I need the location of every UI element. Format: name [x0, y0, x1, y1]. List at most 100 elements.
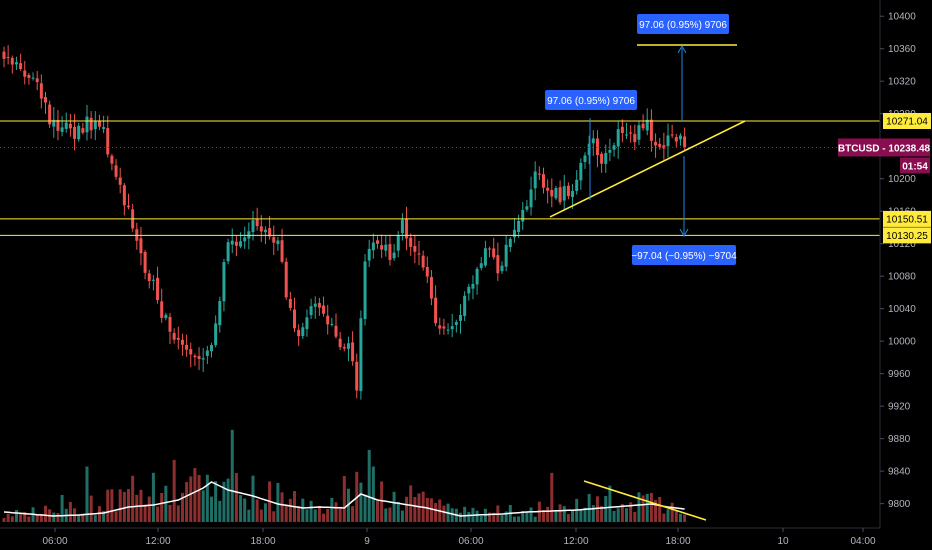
candle-body	[450, 326, 454, 330]
volume-bar	[616, 508, 620, 522]
candle-body	[683, 136, 687, 148]
measure-label-text: 97.06 (0.95%) 9706	[547, 96, 635, 107]
volume-bar	[604, 495, 608, 522]
candle-body	[313, 303, 317, 307]
candle-body	[64, 122, 68, 129]
level-price-tag-text: 10130.25	[886, 231, 928, 242]
candle-body	[301, 327, 305, 337]
volume-bar	[666, 509, 670, 522]
volume-bar	[226, 478, 230, 522]
candle-body	[102, 127, 106, 129]
candle-body	[6, 57, 10, 59]
candle-body	[645, 119, 649, 131]
volume-bar	[255, 499, 259, 522]
volume-bar	[301, 498, 305, 522]
candle-body	[641, 123, 645, 129]
candle-body	[122, 185, 126, 206]
level-price-tag-text: 10150.51	[886, 214, 928, 225]
candle-body	[197, 356, 201, 359]
volume-bar	[678, 513, 682, 522]
volume-bar	[413, 497, 417, 522]
candle-body	[608, 149, 612, 153]
candle-body	[591, 138, 595, 144]
volume-bar	[409, 485, 413, 522]
volume-bar	[176, 505, 180, 522]
candle-body	[488, 248, 492, 250]
candle-body	[537, 173, 541, 175]
volume-bar	[334, 502, 338, 522]
candle-body	[670, 134, 674, 136]
volume-bar	[193, 468, 197, 522]
candle-body	[247, 231, 251, 239]
candle-body	[666, 135, 670, 147]
volume-bar	[338, 506, 342, 522]
candle-body	[475, 268, 479, 285]
volume-bar	[322, 513, 326, 522]
volume-bar	[645, 494, 649, 522]
candle-body	[662, 145, 666, 149]
candle-body	[583, 155, 587, 163]
candle-body	[185, 344, 189, 350]
candle-body	[293, 309, 296, 329]
volume-bar	[68, 501, 72, 522]
volume-bar	[19, 513, 23, 522]
candle-body	[77, 125, 81, 140]
volume-bar	[297, 506, 301, 522]
candle-body	[27, 74, 31, 78]
candle-body	[97, 121, 101, 127]
candle-body	[400, 219, 404, 234]
volume-bar	[571, 509, 575, 522]
price-tick-label: 10080	[888, 272, 916, 283]
candle-body	[554, 187, 558, 199]
price-tick-label: 10360	[888, 44, 916, 55]
volume-bar	[168, 504, 172, 522]
candle-body	[346, 343, 350, 349]
volume-bar	[376, 500, 379, 522]
candle-body	[284, 261, 288, 298]
volume-bar	[23, 511, 27, 522]
volume-bar	[488, 512, 492, 522]
volume-bar	[550, 472, 554, 522]
candle-body	[512, 229, 516, 238]
candle-body	[459, 314, 462, 321]
volume-bars	[2, 429, 687, 522]
candle-body	[243, 237, 247, 242]
candle-body	[550, 189, 554, 197]
candle-body	[2, 51, 6, 59]
candle-body	[156, 277, 160, 301]
ascending-trendline	[549, 120, 746, 218]
volume-bar	[330, 497, 334, 522]
volume-bar	[459, 512, 462, 522]
candle-body	[425, 266, 429, 277]
candle-body	[625, 134, 628, 136]
candle-body	[434, 297, 438, 324]
candle-body	[176, 337, 180, 340]
volume-bar	[500, 515, 504, 522]
volume-bar	[434, 502, 438, 522]
candle-body	[674, 137, 678, 142]
candle-body	[342, 346, 346, 349]
volume-bar	[405, 496, 409, 522]
volume-bar	[450, 508, 454, 522]
volume-bar	[351, 506, 355, 522]
candle-body	[305, 317, 309, 330]
candle-body	[575, 179, 579, 191]
volume-bar	[89, 495, 93, 522]
price-tick-label: 10120	[888, 239, 916, 250]
candle-body	[326, 315, 330, 325]
candle-body	[384, 244, 388, 251]
volume-bar	[164, 485, 168, 522]
drawings	[0, 44, 880, 521]
candle-body	[483, 248, 487, 266]
volume-bar	[467, 511, 471, 522]
candle-body	[268, 228, 272, 237]
countdown-tag-text: 01:54	[902, 161, 928, 172]
volume-bar	[521, 510, 525, 522]
candle-body	[297, 329, 301, 337]
candle-body	[31, 77, 35, 79]
measure-label-box	[545, 90, 637, 110]
last-price-tag-text: BTCUSD - 10238.48	[838, 143, 931, 154]
volume-bar	[180, 492, 184, 522]
volume-bar	[230, 429, 234, 522]
